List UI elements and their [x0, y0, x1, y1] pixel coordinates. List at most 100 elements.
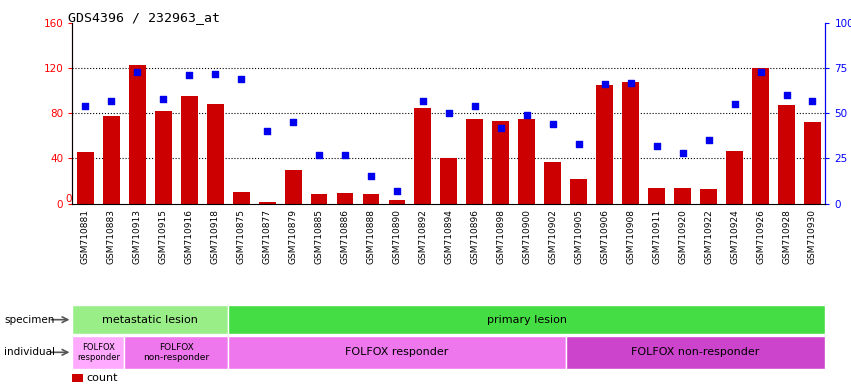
Bar [622, 82, 639, 204]
Point [494, 125, 508, 131]
Bar [72, 305, 228, 334]
Point [208, 71, 222, 77]
Text: GSM710879: GSM710879 [288, 209, 298, 264]
Point [390, 188, 403, 194]
Point [702, 137, 716, 144]
Bar [124, 336, 228, 369]
Text: GSM710900: GSM710900 [523, 209, 531, 264]
Point [182, 72, 196, 78]
Point [78, 103, 92, 109]
Bar [545, 162, 561, 204]
Bar [674, 188, 691, 204]
Bar [311, 195, 328, 204]
Point [416, 98, 430, 104]
Point [338, 152, 351, 158]
Text: GSM710908: GSM710908 [626, 209, 635, 264]
Text: GSM710926: GSM710926 [756, 209, 765, 264]
Point [780, 92, 793, 98]
Text: GSM710896: GSM710896 [471, 209, 479, 264]
Bar [155, 111, 172, 204]
Text: GSM710930: GSM710930 [808, 209, 817, 264]
Point [676, 150, 689, 156]
Point [728, 101, 741, 108]
Point [260, 128, 274, 134]
Bar [228, 305, 825, 334]
Point [234, 76, 248, 82]
Point [105, 98, 118, 104]
Point [468, 103, 482, 109]
Text: GSM710888: GSM710888 [367, 209, 375, 264]
Bar [284, 170, 301, 204]
Text: metastatic lesion: metastatic lesion [102, 314, 198, 325]
Point [598, 81, 612, 88]
Text: GSM710913: GSM710913 [133, 209, 142, 264]
Bar [726, 151, 743, 204]
Text: GDS4396 / 232963_at: GDS4396 / 232963_at [68, 12, 220, 25]
Text: GSM710928: GSM710928 [782, 209, 791, 264]
Text: GSM710906: GSM710906 [600, 209, 609, 264]
Point [286, 119, 300, 126]
Bar [180, 96, 197, 204]
Point [650, 143, 664, 149]
Text: GSM710924: GSM710924 [730, 209, 739, 263]
Bar [259, 202, 276, 204]
Bar [466, 119, 483, 204]
Text: GSM710905: GSM710905 [574, 209, 583, 264]
Text: FOLFOX responder: FOLFOX responder [346, 347, 448, 358]
Text: 0: 0 [66, 194, 72, 204]
Text: GSM710881: GSM710881 [81, 209, 90, 264]
Bar [72, 336, 124, 369]
Bar [597, 85, 614, 204]
Text: GSM710902: GSM710902 [548, 209, 557, 264]
Bar [493, 121, 509, 204]
Text: GSM710877: GSM710877 [263, 209, 271, 264]
Text: FOLFOX
responder: FOLFOX responder [77, 343, 120, 362]
Bar [228, 336, 566, 369]
Text: GSM710915: GSM710915 [159, 209, 168, 264]
Text: GSM710892: GSM710892 [419, 209, 427, 264]
Text: GSM710883: GSM710883 [106, 209, 116, 264]
Text: FOLFOX non-responder: FOLFOX non-responder [631, 347, 760, 358]
Text: GSM710898: GSM710898 [496, 209, 505, 264]
Text: GSM710922: GSM710922 [704, 209, 713, 263]
Text: GSM710875: GSM710875 [237, 209, 246, 264]
Text: GSM710890: GSM710890 [392, 209, 402, 264]
Bar [441, 159, 457, 204]
Bar [414, 108, 431, 204]
Bar [778, 105, 795, 204]
Bar [337, 194, 353, 204]
Text: specimen: specimen [4, 314, 54, 325]
Point [312, 152, 326, 158]
Point [572, 141, 585, 147]
Point [546, 121, 560, 127]
Text: GSM710916: GSM710916 [185, 209, 194, 264]
Bar [363, 195, 380, 204]
Point [624, 79, 637, 86]
Point [157, 96, 170, 102]
Text: GSM710886: GSM710886 [340, 209, 350, 264]
Point [754, 69, 768, 75]
Text: primary lesion: primary lesion [487, 314, 567, 325]
Bar [804, 122, 821, 204]
Point [443, 110, 456, 116]
Text: FOLFOX
non-responder: FOLFOX non-responder [143, 343, 209, 362]
Point [520, 112, 534, 118]
Bar [648, 188, 665, 204]
Bar [77, 152, 94, 204]
Bar [570, 179, 587, 204]
Bar [752, 68, 769, 204]
Text: GSM710894: GSM710894 [444, 209, 454, 264]
Bar [700, 189, 717, 204]
Bar [566, 336, 825, 369]
Bar [129, 65, 146, 204]
Bar [389, 200, 405, 204]
Point [130, 69, 144, 75]
Point [364, 174, 378, 180]
Point [806, 98, 820, 104]
Text: GSM710920: GSM710920 [678, 209, 687, 264]
Bar [518, 119, 535, 204]
Text: GSM710918: GSM710918 [211, 209, 220, 264]
Text: GSM710911: GSM710911 [652, 209, 661, 264]
Bar [207, 104, 224, 204]
Bar [103, 116, 120, 204]
